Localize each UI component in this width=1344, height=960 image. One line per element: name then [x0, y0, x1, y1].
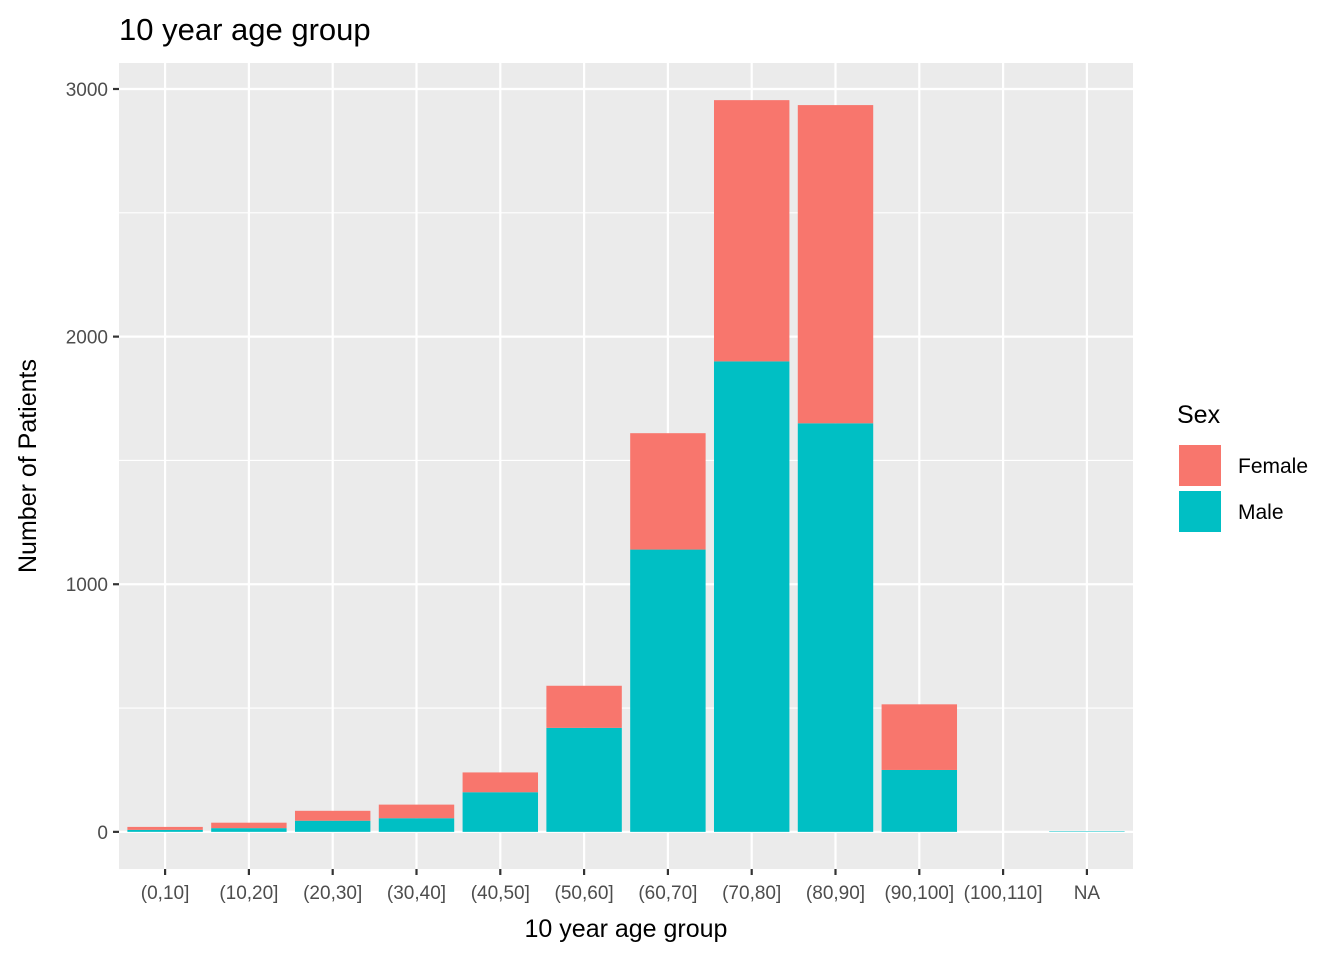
y-tick-label: 2000 [66, 328, 108, 349]
bar-female [378, 804, 455, 819]
bar-female [211, 822, 287, 829]
bar-male [546, 727, 622, 832]
x-tick-label: (60,70] [638, 883, 697, 904]
x-axis: (0,10] (10,20] (20,30] (30,40] (40,50] (50,60… [141, 869, 1101, 904]
legend-label-male: Male [1238, 501, 1284, 524]
y-tick-label: 1000 [66, 575, 108, 596]
x-tick-label: (10,20] [219, 883, 278, 904]
x-tick-label: (80,90] [806, 883, 865, 904]
legend-label-female: Female [1238, 455, 1308, 478]
bar-female [881, 704, 958, 770]
x-tick-label: NA [1074, 883, 1101, 904]
x-tick-label: (20,30] [303, 883, 362, 904]
bar-male [462, 792, 539, 832]
x-tick-label: (0,10] [141, 883, 190, 904]
bar-female [797, 105, 874, 424]
bar-male [797, 423, 874, 832]
x-tick-label: (70,80] [722, 883, 781, 904]
x-tick-label: (40,50] [471, 883, 530, 904]
bar-female [462, 772, 539, 793]
bar-male [378, 818, 455, 832]
legend-key-female [1179, 445, 1221, 486]
x-tick-label: (50,60] [555, 883, 614, 904]
x-tick-label: (100,110] [964, 883, 1043, 904]
bar-male [211, 828, 287, 832]
legend-key-male [1179, 491, 1221, 532]
bar-female [294, 810, 371, 821]
bar-male [127, 829, 203, 832]
y-tick-label: 3000 [66, 80, 108, 101]
x-axis-title: 10 year age group [525, 915, 728, 943]
minor-gridlines [119, 212, 1133, 709]
plot-panel [119, 63, 1133, 869]
chart-title: 10 year age group [119, 12, 371, 47]
bar-male [713, 361, 790, 832]
x-tick-label: (90,100] [884, 883, 954, 904]
y-axis-title: Number of Patients [14, 359, 42, 573]
bar-male [294, 820, 371, 832]
x-tick-label: (30,40] [387, 883, 446, 904]
bar-female [713, 100, 790, 362]
bar-female [127, 826, 203, 830]
bar-female [546, 685, 622, 728]
bar-male [881, 769, 958, 832]
y-tick-label: 0 [97, 823, 108, 844]
bars [127, 100, 1125, 832]
legend: Sex Female Male [1177, 401, 1308, 532]
bar-male [630, 549, 706, 832]
legend-title: Sex [1177, 401, 1221, 429]
bar-female [630, 433, 706, 550]
y-axis: 0 1000 2000 3000 [66, 80, 119, 844]
